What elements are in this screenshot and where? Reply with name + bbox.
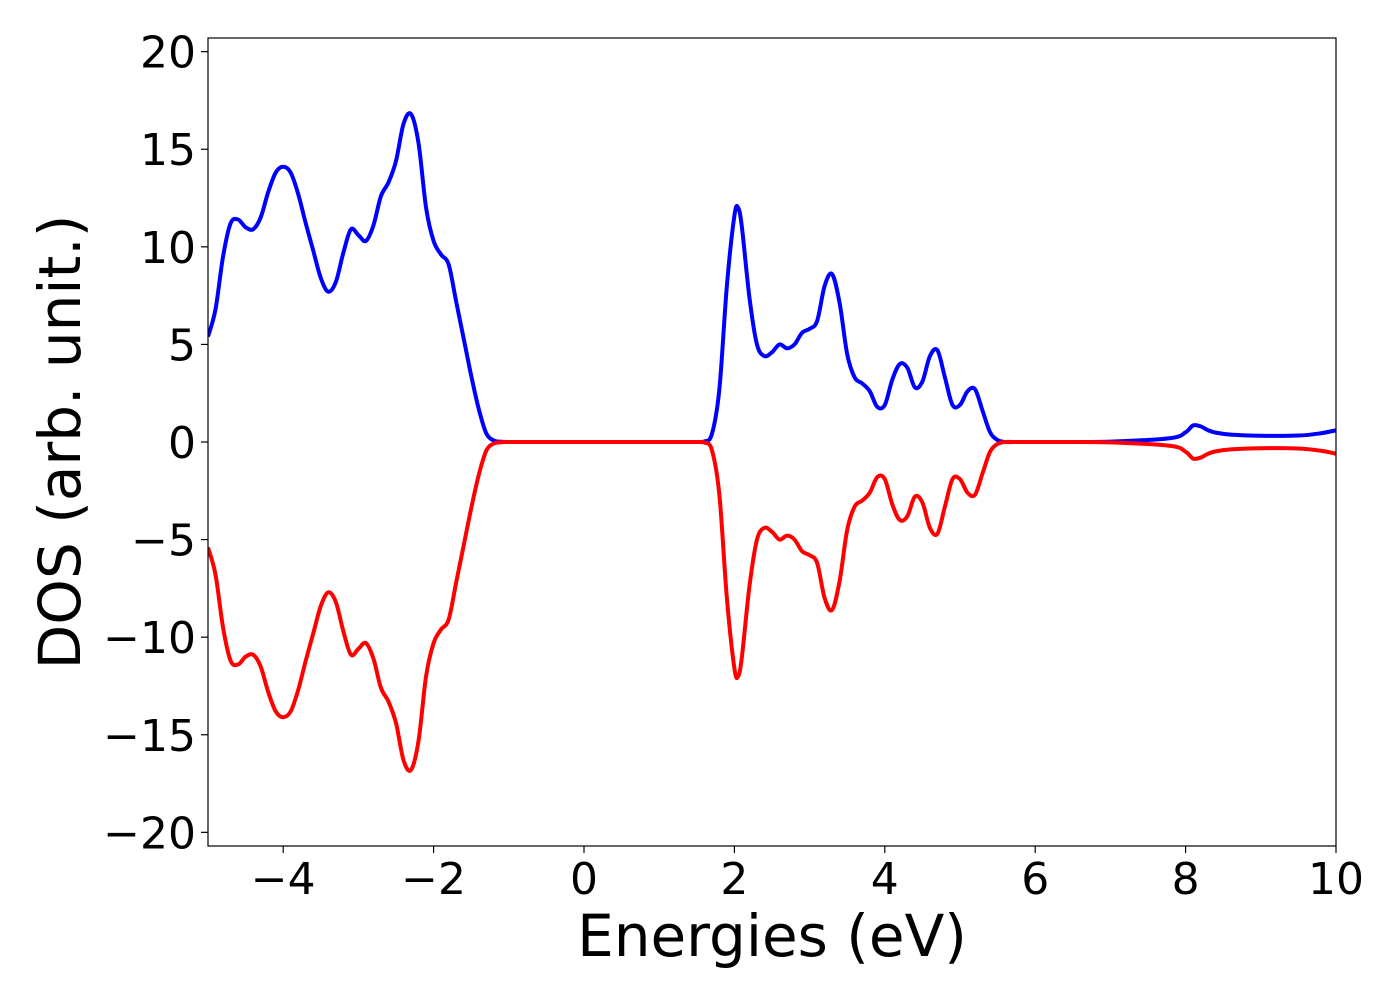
y-tick-label: 20 — [140, 28, 196, 79]
y-tick-label: 15 — [140, 125, 196, 176]
y-tick-label: −20 — [103, 808, 196, 859]
x-axis-label: Energies (eV) — [577, 902, 967, 970]
y-tick-label: 5 — [168, 320, 196, 371]
x-tick-label: 4 — [871, 854, 899, 905]
y-tick-label: −10 — [103, 613, 196, 664]
y-axis-label: DOS (arb. unit.) — [26, 215, 94, 670]
dos-series-red-line — [208, 439, 1336, 773]
x-axis: −4 −2 0 2 4 6 8 10 — [251, 846, 1364, 905]
dos-series-blue-line — [208, 111, 1336, 445]
x-tick-label: 8 — [1172, 854, 1200, 905]
y-tick-label: 10 — [140, 223, 196, 274]
y-axis: −20 −15 −10 −5 0 5 10 15 20 — [103, 28, 208, 859]
x-tick-label: 0 — [570, 854, 598, 905]
y-tick-label: −5 — [131, 516, 196, 567]
x-tick-label: 6 — [1021, 854, 1049, 905]
plot-frame — [207, 37, 1337, 847]
x-tick-label: 2 — [720, 854, 748, 905]
y-tick-label: −15 — [103, 711, 196, 762]
x-tick-label: 10 — [1308, 854, 1364, 905]
x-tick-label: −2 — [401, 854, 466, 905]
series-layer — [208, 111, 1336, 773]
x-tick-label: −4 — [251, 854, 316, 905]
y-tick-label: 0 — [168, 418, 196, 469]
